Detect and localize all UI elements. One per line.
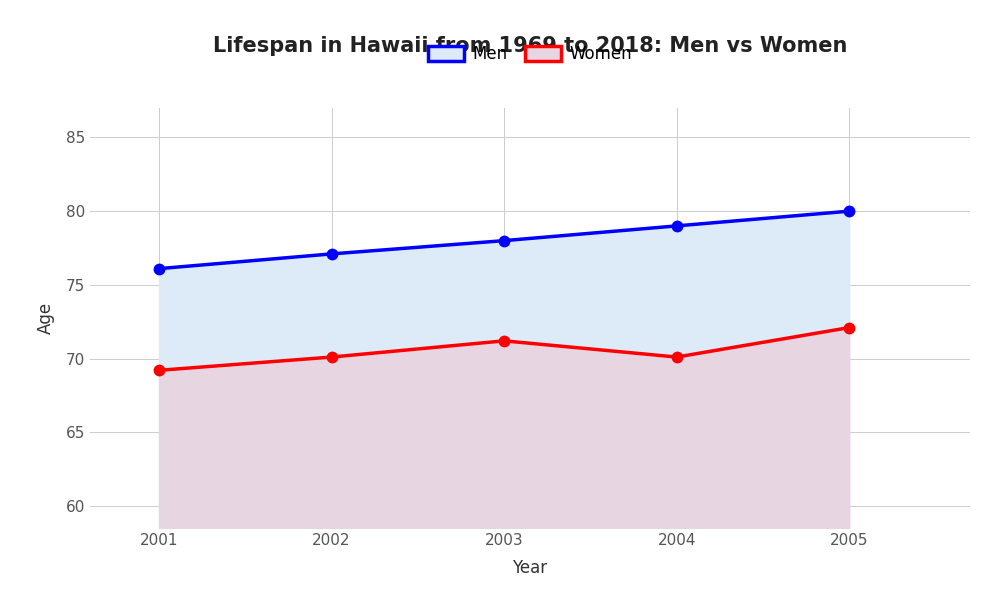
Y-axis label: Age: Age: [37, 302, 55, 334]
Title: Lifespan in Hawaii from 1969 to 2018: Men vs Women: Lifespan in Hawaii from 1969 to 2018: Me…: [213, 37, 847, 56]
X-axis label: Year: Year: [512, 559, 548, 577]
Legend: Men, Women: Men, Women: [428, 45, 632, 63]
